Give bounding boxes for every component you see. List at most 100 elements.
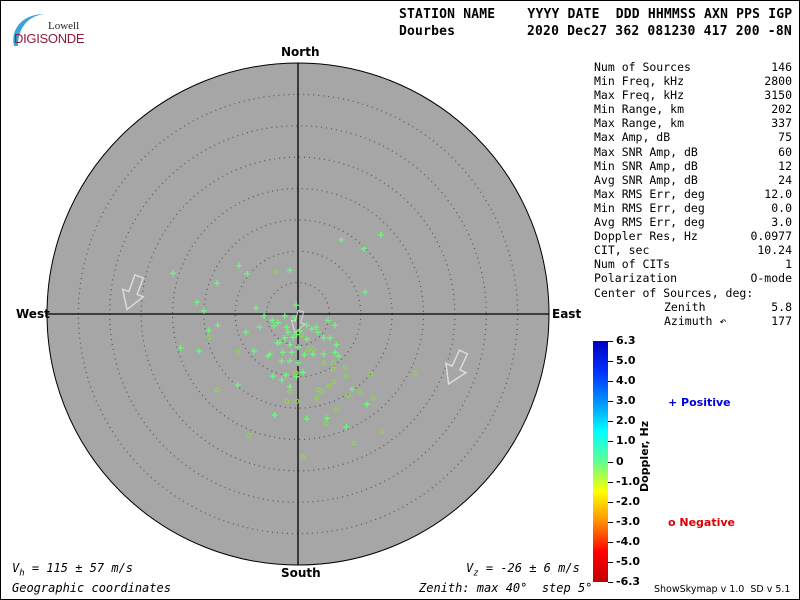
source-positive [293,331,300,338]
colorscale-tick-label: 0 [616,454,624,468]
stat-label: Num of Sources [594,60,691,74]
azimuth-label: Azimuth ↶ [664,313,727,328]
source-positive [303,336,310,343]
velocity-arrow-icon [445,349,469,386]
stat-row: Max SNR Amp, dB 60 [594,145,792,159]
colorscale-tick-label: -5.0 [616,554,641,568]
source-positive [308,326,315,333]
source-positive [332,349,339,356]
source-positive [315,329,322,336]
stat-value: 202 [771,102,792,117]
source-negative [294,398,300,404]
colorscale-title: Doppler, Hz [638,420,651,492]
stat-row: Avg SNR Amp, dB 24 [594,173,792,187]
stat-label: Min SNR Amp, dB [594,158,698,173]
colorscale-tick [608,582,613,583]
source-positive [284,329,291,336]
colorscale-tick [608,441,613,443]
source-positive [269,373,276,380]
source-positive [234,381,241,388]
colorscale-tick-label: 3.0 [616,394,636,408]
stat-label: Num of CITs [594,257,671,272]
source-positive [177,344,184,351]
colorscale-tick-label: -6.3 [616,575,641,588]
stat-label: Max RMS Err, deg [594,186,705,201]
colorscale-tick [608,381,613,383]
legend-positive: + Positive [668,396,731,409]
center-azimuth-row: Azimuth ↶ 177 [594,314,792,328]
source-negative [287,389,293,395]
colorscale-tick-label: 2.0 [616,414,636,428]
source-positive [271,322,278,329]
source-positive [269,317,276,324]
velocity-arrow-icon [121,274,145,311]
center-zenith-row: Zenith 5.8 [594,300,792,314]
source-positive [252,304,259,311]
center-title: Center of Sources, deg: [594,286,792,300]
source-negative [315,387,321,393]
source-positive [286,341,293,348]
stat-label: Max Range, km [594,116,685,131]
source-positive [343,423,350,430]
source-negative [326,383,332,389]
stat-row: Min RMS Err, deg 0.0 [594,201,792,215]
stat-value: 2800 [764,74,792,89]
source-negative [314,395,320,401]
source-positive [364,401,371,408]
source-negative [343,373,349,379]
colorscale-tick [608,481,613,483]
stat-value: 24 [778,172,792,187]
stat-label: Avg RMS Err, deg [594,215,705,230]
source-positive [327,334,334,341]
stat-row: Max Amp, dB 75 [594,130,792,144]
source-positive [195,348,202,355]
source-negative [310,346,316,352]
colorscale-tick [608,561,613,563]
source-positive [320,351,327,358]
colorscale-tick-label: 1.0 [616,434,636,448]
azimuth-value: 177 [771,313,792,328]
source-negative [331,360,337,366]
station-name: Dourbes [399,24,456,39]
stat-value: 75 [778,130,792,145]
stats-panel: Num of Sources 146 Min Freq, kHz 2800 Max Fr… [594,60,792,328]
source-positive [293,302,300,309]
header-values: 2020 Dec27 362 081230 417 200 -8N [527,24,792,39]
colorscale-tick-label: 4.0 [616,374,636,388]
source-positive [313,324,320,331]
source-positive [279,349,286,356]
source-positive [271,412,278,419]
source-positive [286,267,293,274]
source-positive [362,289,369,296]
stat-label: Polarization [594,271,678,286]
logo-digisonde: DIGISONDE [14,31,85,46]
stat-label: Max Freq, kHz [594,88,685,103]
source-negative [368,371,374,377]
circle-icon: o [668,516,680,529]
colorscale-tick [608,541,613,543]
stat-row: Max RMS Err, deg 12.0 [594,187,792,201]
source-positive [348,386,355,393]
source-positive [200,307,207,314]
source-positive [286,383,293,390]
source-negative [293,370,299,376]
source-positive [264,353,271,360]
stat-row: CIT, sec 10.24 [594,243,792,257]
colorscale-tick [608,341,613,342]
zenith-value: 5.8 [771,299,792,314]
colorscale-tick-label: 6.3 [616,334,636,347]
source-positive [289,334,296,341]
header-labels: STATION NAME YYYY DATE DDD HHMMSS AXN PP… [399,7,793,22]
source-positive [296,327,303,334]
colorscale-tick [608,461,613,463]
source-positive [288,349,295,356]
source-negative [235,349,241,355]
source-positive [377,231,384,238]
source-negative [351,440,357,446]
source-positive [214,280,221,287]
stat-value: O-mode [750,271,792,286]
zenith-settings: Zenith: max 40° step 5° [419,581,593,595]
stat-row: Avg RMS Err, deg 3.0 [594,215,792,229]
source-negative [333,407,339,413]
source-negative [413,370,419,376]
